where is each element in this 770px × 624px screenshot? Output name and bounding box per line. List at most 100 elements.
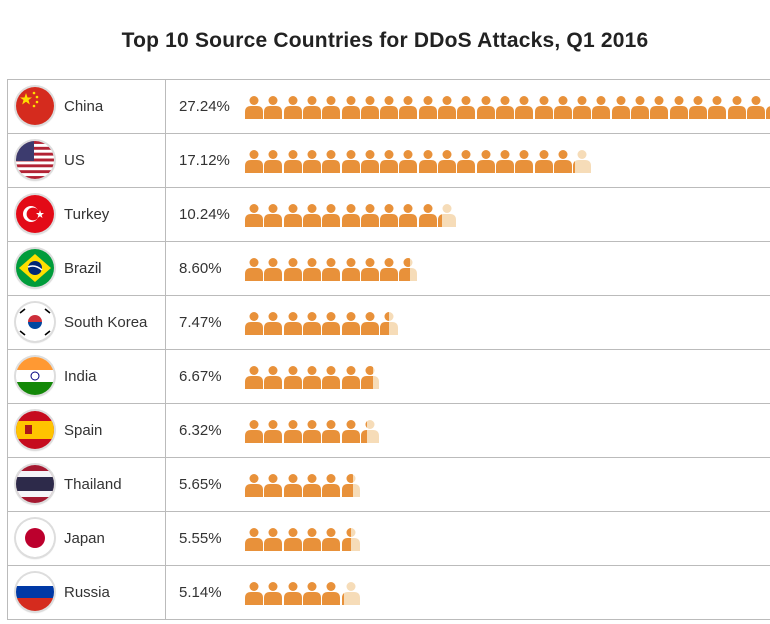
country-cell: US [8,134,166,187]
person-icon [264,311,283,335]
person-icon [264,365,283,389]
partial-person-icon [341,473,360,497]
person-icon [264,257,283,281]
percent-label: 10.24% [179,206,230,223]
person-icon [302,581,321,605]
person-icon [322,473,341,497]
us-flag-icon [16,141,54,179]
person-icon [245,473,263,497]
person-icon [322,581,341,605]
table-row: Brazil 8.60% [8,242,770,296]
partial-person-icon [380,311,399,335]
person-icon [264,419,283,443]
person-icon [283,257,302,281]
person-icon [283,581,302,605]
person-icon [341,365,360,389]
spain-flag-icon [16,411,54,449]
person-icon [245,203,263,227]
partial-person-icon [766,95,770,119]
person-icon [264,203,283,227]
person-icon [611,95,630,119]
person-icon [592,95,611,119]
country-label: Thailand [64,476,122,493]
percent-label: 5.55% [179,530,222,547]
person-icon [457,95,476,119]
person-icon [746,95,765,119]
table-row: US 17.12% [8,134,770,188]
person-icon [380,149,399,173]
person-icon [302,311,321,335]
person-icon [322,257,341,281]
partial-person-icon [360,419,379,443]
person-icon [341,95,360,119]
table-row: South Korea 7.47% [8,296,770,350]
person-icon [322,365,341,389]
person-icon [438,95,456,119]
person-icon [418,203,437,227]
table-row: China 27.24% [8,80,770,134]
partial-person-icon [573,149,592,173]
india-flag-icon [16,357,54,395]
person-icon [708,95,727,119]
person-icon [283,95,302,119]
person-icon [341,311,360,335]
person-icon [341,149,360,173]
person-icon [264,527,283,551]
person-icon [322,527,341,551]
brazil-flag-icon [16,249,54,287]
person-icon [264,149,283,173]
person-icon [302,527,321,551]
percent-label: 17.12% [179,152,230,169]
person-icon [283,527,302,551]
table-row: Thailand 5.65% [8,458,770,512]
turkey-flag-icon [16,195,54,233]
person-icon [283,203,302,227]
percent-label: 5.14% [179,584,222,601]
percent-label: 27.24% [179,98,230,115]
person-icon [245,95,263,119]
partial-person-icon [341,581,360,605]
pictogram-table: China 27.24% US 17.12% Turkey 10.24% Bra… [7,79,770,620]
country-cell: India [8,350,166,403]
person-icon [245,311,263,335]
person-icon [360,311,379,335]
person-icon [322,419,341,443]
person-icon [650,95,669,119]
person-icon [283,149,302,173]
person-icon [457,149,476,173]
table-row: Turkey 10.24% [8,188,770,242]
country-label: Russia [64,584,110,601]
person-icon [360,149,379,173]
person-icon [515,149,534,173]
country-label: India [64,368,97,385]
country-label: Turkey [64,206,110,223]
percent-label: 6.32% [179,422,222,439]
person-icon [495,95,514,119]
person-icon [245,365,263,389]
person-icon [399,149,418,173]
person-icon [283,473,302,497]
country-cell: China [8,80,166,133]
person-icon [341,419,360,443]
south-korea-flag-icon [16,303,54,341]
russia-flag-icon [16,573,54,611]
person-icon [418,149,437,173]
partial-person-icon [360,365,379,389]
table-row: Japan 5.55% [8,512,770,566]
person-icon [264,473,283,497]
person-icon [283,311,302,335]
person-icon [380,95,399,119]
person-icon [302,203,321,227]
japan-flag-icon [16,519,54,557]
country-cell: Brazil [8,242,166,295]
person-icon [688,95,707,119]
person-icon [341,203,360,227]
person-icon [573,95,592,119]
country-cell: Japan [8,512,166,565]
person-icon [322,149,341,173]
person-icon [476,95,495,119]
country-label: South Korea [64,314,148,331]
person-icon [322,203,341,227]
country-label: US [64,152,85,169]
person-icon [283,365,302,389]
